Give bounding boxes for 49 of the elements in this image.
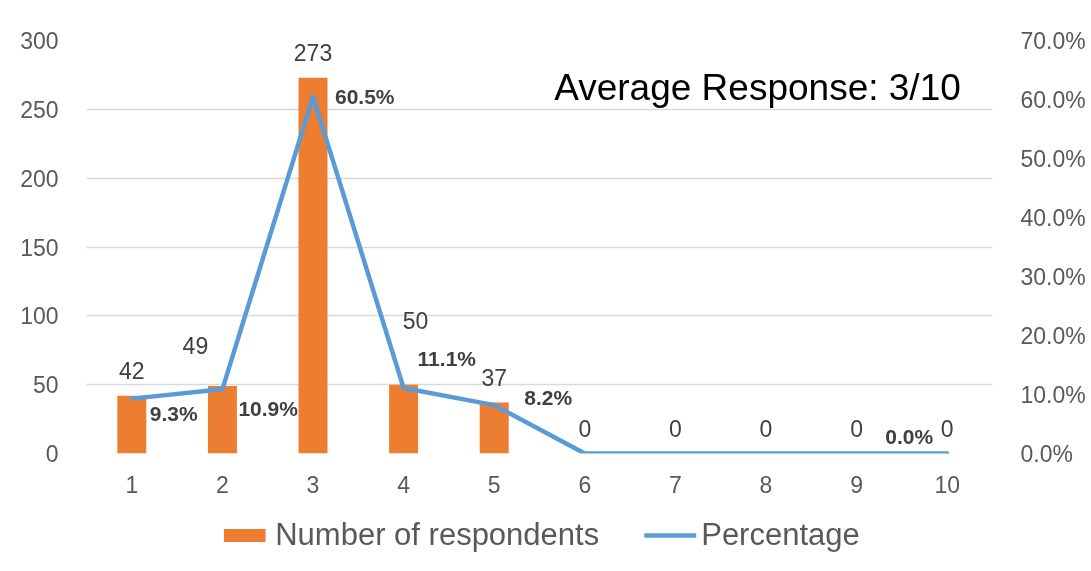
data-label: 0: [850, 416, 863, 442]
x-tick-label: 5: [487, 471, 501, 498]
data-label: 49: [182, 332, 209, 359]
x-tick-label: 9: [850, 471, 863, 498]
y-tick-label: 150: [20, 234, 59, 261]
y-tick-label: 200: [20, 165, 59, 192]
x-tick-label: 3: [306, 471, 320, 498]
y2-tick-label: 40.0%: [1020, 204, 1086, 231]
legend-label: Number of respondents: [275, 517, 600, 553]
y-tick-label: 250: [20, 96, 59, 123]
legend-label: Percentage: [701, 517, 860, 553]
data-label: 8.2%: [524, 385, 573, 409]
data-label: 273: [293, 40, 333, 67]
bar: [479, 402, 509, 454]
data-label: 9.3%: [149, 402, 198, 426]
y2-tick-label: 50.0%: [1020, 145, 1086, 172]
x-tick-label: 1: [125, 471, 139, 498]
y-tick-label: 50: [32, 372, 59, 399]
data-label: 11.1%: [417, 346, 477, 370]
x-tick-label: 2: [216, 471, 229, 498]
x-tick-label: 8: [759, 471, 773, 498]
data-label: 0: [578, 416, 592, 442]
x-tick-label: 10: [934, 471, 960, 498]
y2-tick-label: 0.0%: [1020, 440, 1073, 467]
y2-tick-label: 70.0%: [1020, 27, 1086, 54]
y2-tick-label: 30.0%: [1020, 263, 1086, 290]
x-tick-label: 6: [578, 471, 592, 498]
data-label: 10.9%: [238, 396, 299, 420]
y2-tick-label: 20.0%: [1020, 322, 1086, 349]
y2-tick-label: 10.0%: [1020, 381, 1086, 408]
data-label: 0: [669, 416, 682, 442]
data-label: 0: [940, 416, 954, 442]
bar: [117, 395, 147, 454]
data-label: 50: [402, 308, 429, 335]
data-label: 0: [759, 416, 773, 442]
data-label: 37: [481, 365, 507, 392]
bar: [207, 386, 237, 454]
y-tick-label: 0: [45, 441, 59, 467]
x-tick-label: 4: [397, 471, 411, 498]
y2-tick-label: 60.0%: [1020, 86, 1086, 113]
data-label: 0.0%: [885, 425, 934, 448]
y-tick-label: 300: [20, 28, 59, 54]
data-label: 60.5%: [335, 85, 395, 109]
bar: [389, 384, 419, 454]
x-tick-label: 7: [669, 471, 682, 498]
annotation: Average Response: 3/10: [554, 67, 961, 109]
bar: [298, 77, 328, 454]
data-label: 42: [119, 358, 145, 385]
y-tick-label: 100: [20, 303, 59, 330]
